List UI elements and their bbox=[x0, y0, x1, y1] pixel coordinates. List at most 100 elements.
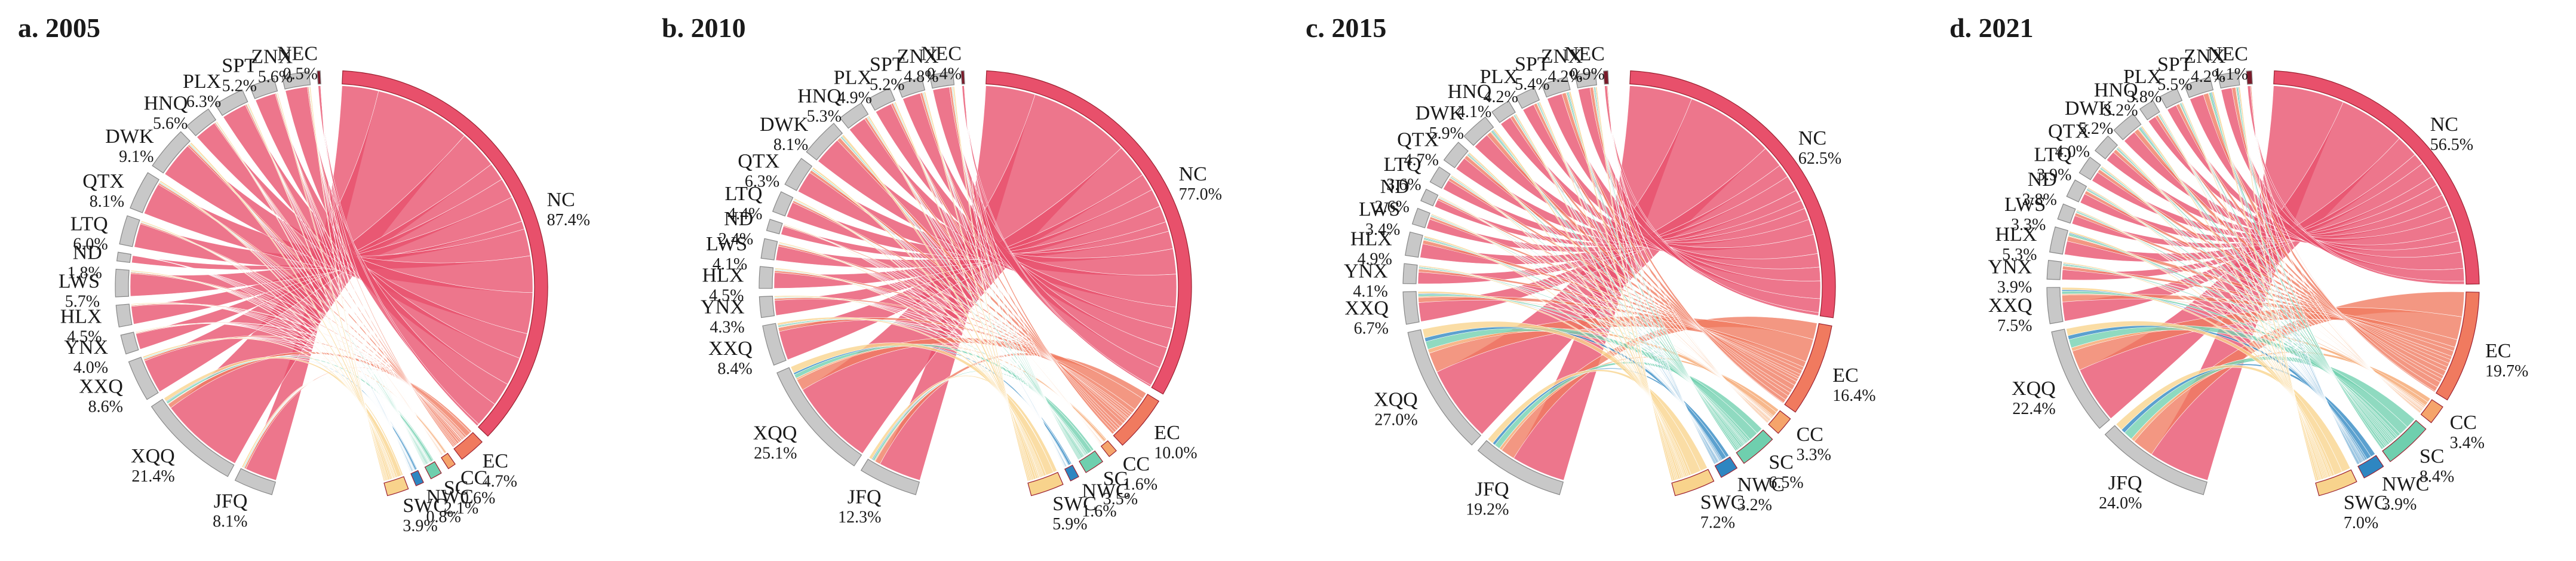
arc-ec bbox=[1113, 394, 1160, 446]
chord-ribbon-nec-cc bbox=[2251, 85, 2420, 414]
chord-ribbon-spt-swc bbox=[923, 91, 1031, 482]
chord-ribbon-znx-ec bbox=[1589, 87, 1786, 403]
arc-nc bbox=[985, 70, 1192, 395]
segment-label-jfq: JFQ bbox=[848, 486, 882, 508]
arc-qtx bbox=[2094, 135, 2118, 160]
chord-ribbon-hlx-nc bbox=[1420, 176, 1797, 265]
chord-ribbon-hlx-ec bbox=[2067, 236, 2454, 357]
chord-ribbon-hlx-ec bbox=[1422, 240, 1803, 375]
segment-pct-ec: 19.7% bbox=[2485, 362, 2528, 381]
arc-spt bbox=[896, 76, 926, 98]
arc-ltq bbox=[772, 191, 794, 217]
chord-ribbon-ltq-nc bbox=[1442, 180, 1809, 247]
segment-pct-jfq: 12.3% bbox=[838, 508, 881, 527]
arc-nc bbox=[1629, 70, 1836, 318]
segment-pct-swc: 5.9% bbox=[1052, 515, 1087, 534]
chord-ribbon-znx-nwc bbox=[1594, 86, 1715, 465]
chord-ribbon-nd-sc bbox=[783, 224, 1085, 456]
segment-label-xqq: XQQ bbox=[2012, 378, 2056, 400]
segment-label-nwc: NWC bbox=[1082, 480, 1129, 502]
segment-pct-jfq: 24.0% bbox=[2099, 494, 2142, 513]
segment-label-ec: EC bbox=[1832, 364, 1858, 387]
chord-ribbon-znx-nc bbox=[932, 87, 1160, 386]
chord-ribbon-ltq-cc bbox=[2099, 168, 2424, 410]
chord-ribbon-hnq-nwc bbox=[2159, 114, 2361, 464]
chord-ribbon-nec-swc bbox=[2252, 85, 2316, 482]
arc-cc bbox=[1100, 440, 1117, 458]
segment-pct-nec: 0.5% bbox=[283, 65, 318, 84]
segment-label-sc: SC bbox=[1103, 468, 1128, 490]
arc-group: NC77.0%EC10.0%CC1.6%SC3.5%NWC1.6%SWC5.9%… bbox=[701, 43, 1222, 534]
segment-label-ec: EC bbox=[1154, 422, 1180, 444]
arc-nwc bbox=[2357, 455, 2384, 479]
chord-panel-2005: a. 2005NC87.4%EC4.7%CC0.6%SC2.1%NWC0.8%S… bbox=[18, 13, 590, 535]
arc-nd bbox=[1420, 188, 1439, 207]
chord-ribbon-nd-ec bbox=[783, 225, 1128, 420]
arc-nd bbox=[766, 219, 783, 235]
panel-title: b. 2010 bbox=[662, 13, 746, 43]
chord-ribbon-jfq-ec bbox=[244, 367, 472, 470]
chord-ribbon-ltq-ec bbox=[2097, 169, 2450, 367]
segment-label-sc: SC bbox=[444, 477, 469, 499]
chord-ribbon-dwk-swc bbox=[2140, 125, 2324, 480]
chord-ribbon-znx-sc bbox=[1593, 87, 1737, 452]
arc-plx bbox=[1515, 87, 1540, 109]
segment-label-hnq: HNQ bbox=[144, 93, 188, 115]
chord-ribbon-ltq-ec bbox=[792, 200, 1128, 422]
arc-jfq bbox=[2104, 425, 2208, 495]
chord-panel-2021: d. 2021NC56.5%EC19.7%CC3.4%SC8.4%NWC3.9%… bbox=[1949, 13, 2528, 532]
arc-plx bbox=[2159, 88, 2183, 109]
panel-title: a. 2005 bbox=[18, 13, 100, 43]
chord-ribbon-xxq-nc bbox=[779, 148, 1143, 360]
segment-label-znx: ZNX bbox=[897, 45, 939, 68]
segment-pct-swc: 3.9% bbox=[403, 517, 437, 535]
segment-pct-xqq: 25.1% bbox=[754, 444, 797, 463]
segment-pct-nwc: 1.6% bbox=[1082, 502, 1116, 521]
chord-ribbon-ynx-swc bbox=[1419, 265, 1689, 477]
segment-pct-nd: 3.8% bbox=[2022, 191, 2056, 209]
chord-ribbon-hnq-swc bbox=[216, 121, 389, 481]
segment-label-xqq: XQQ bbox=[131, 445, 175, 467]
chord-ribbon-ltq-swc bbox=[793, 198, 1040, 479]
chord-ribbon-qtx-ec bbox=[2113, 149, 2448, 372]
segment-pct-spt: 5.4% bbox=[1515, 75, 1549, 94]
chord-ribbon-plx-sc bbox=[1537, 102, 1740, 450]
segment-pct-jfq: 19.2% bbox=[1466, 500, 1509, 519]
chord-ribbon-nec-ec bbox=[1607, 85, 1784, 404]
chord-ribbon-znx-sc bbox=[2236, 87, 2384, 450]
segment-label-cc: CC bbox=[1123, 453, 1150, 475]
ribbon-group bbox=[2061, 85, 2465, 482]
chord-ribbon-hnq-sc bbox=[1513, 114, 1741, 449]
arc-group: NC56.5%EC19.7%CC3.4%SC8.4%NWC3.9%SWC7.0%… bbox=[1988, 43, 2529, 532]
chord-ribbon-ynx-ec bbox=[774, 297, 1132, 415]
arc-znx bbox=[281, 71, 311, 90]
chord-ribbon-ltq-nc bbox=[786, 202, 1174, 262]
segment-pct-xxq: 7.5% bbox=[1997, 317, 2032, 335]
arc-dwk bbox=[1463, 116, 1494, 146]
segment-pct-nc: 87.4% bbox=[547, 211, 590, 229]
segment-pct-plx: 6.3% bbox=[186, 93, 221, 111]
chord-ribbon-hnq-nwc bbox=[1514, 114, 1718, 464]
arc-nec bbox=[960, 70, 965, 85]
chord-ribbon-spt-swc bbox=[1568, 91, 1676, 482]
chord-ribbon-hnq-nc bbox=[196, 122, 528, 358]
chord-ribbon-plx-nc bbox=[875, 103, 1173, 348]
chord-ribbon-qtx-ec bbox=[1464, 155, 1797, 386]
segment-label-jfq: JFQ bbox=[1475, 478, 1509, 500]
segment-label-nc: NC bbox=[547, 189, 575, 211]
chord-ribbon-hlx-nc bbox=[773, 189, 1160, 289]
chord-ribbon-hlx-nc bbox=[131, 179, 512, 325]
segment-label-qtx: QTX bbox=[1397, 128, 1439, 151]
arc-xxq bbox=[2046, 287, 2064, 324]
segment-pct-ynx: 4.0% bbox=[73, 358, 108, 377]
chord-ribbon-znx-ec bbox=[2231, 87, 2438, 392]
segment-pct-znx: 5.6% bbox=[258, 68, 293, 87]
chord-ribbon-znx-sc bbox=[951, 86, 1080, 460]
segment-pct-znx: 4.2% bbox=[2191, 68, 2225, 86]
chord-ribbon-nd-sc bbox=[132, 255, 429, 464]
segment-pct-hnq: 3.2% bbox=[2103, 101, 2138, 119]
chord-ribbon-dwk-swc bbox=[842, 134, 1036, 480]
arc-lws bbox=[1411, 207, 1430, 229]
segment-label-znx: ZNX bbox=[2184, 45, 2225, 68]
segment-pct-hnq: 5.6% bbox=[153, 115, 188, 133]
